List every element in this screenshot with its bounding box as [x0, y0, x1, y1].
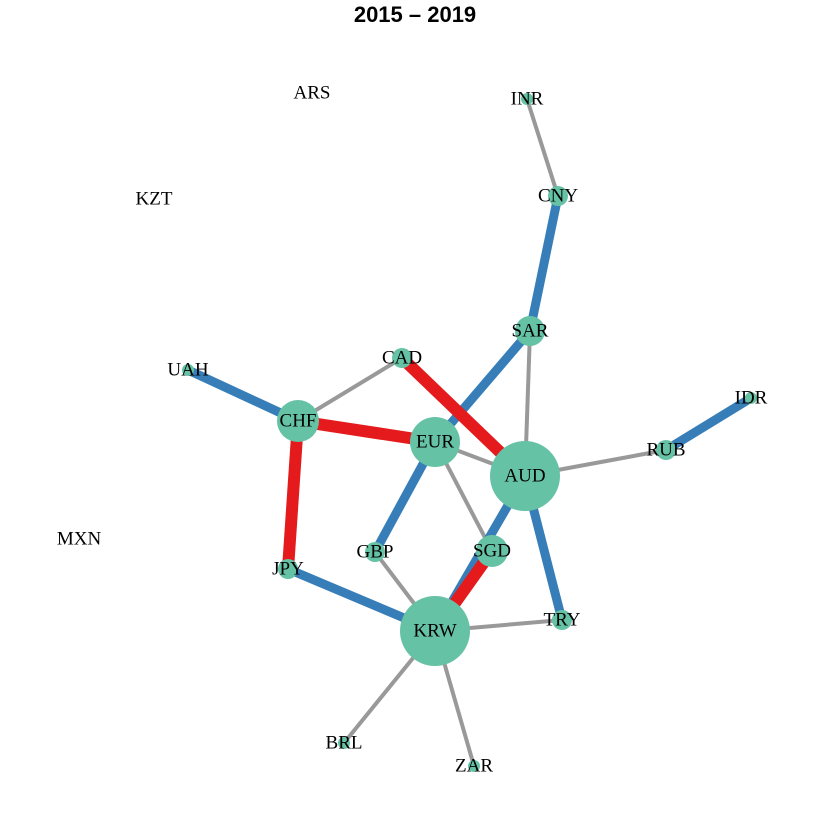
node-cad [392, 348, 412, 368]
node-label-idr: IDR [735, 388, 768, 409]
node-sar [515, 316, 545, 346]
node-uah [182, 364, 194, 376]
node-label-mxn: MXN [57, 529, 102, 550]
node-inr [521, 93, 533, 105]
node-label-chf: CHF [280, 411, 317, 432]
node-label-eur: EUR [416, 432, 454, 453]
node-sgd [476, 535, 508, 567]
node-label-ars: ARS [294, 83, 331, 104]
node-krw [400, 596, 470, 666]
node-label-gbp: GBP [357, 542, 394, 563]
node-chf [277, 400, 319, 442]
edge-rub-idr [663, 394, 754, 454]
labels-layer: INR CNY SAR CAD UAH CHF EUR AUD IDR RUB GBP SGD JPY T… [57, 83, 768, 777]
node-try [552, 610, 572, 630]
node-label-aud: AUD [504, 466, 545, 487]
node-label-uah: UAH [167, 360, 208, 381]
node-cny [548, 186, 568, 206]
edges-layer [186, 98, 754, 767]
node-eur [410, 417, 460, 467]
chart-title: 2015 – 2019 [353, 2, 477, 27]
node-label-sar: SAR [512, 321, 549, 342]
node-aud [490, 441, 560, 511]
node-label-rub: RUB [646, 440, 685, 461]
node-gbp [365, 542, 385, 562]
node-rub [656, 440, 676, 460]
node-label-zar: ZAR [455, 756, 493, 777]
node-zar [468, 760, 480, 772]
nodes-layer [182, 93, 757, 772]
node-label-brl: BRL [326, 733, 363, 754]
node-label-kzt: KZT [136, 189, 173, 210]
edge-cny-sar [525, 195, 563, 332]
node-label-cad: CAD [382, 348, 422, 369]
node-label-inr: INR [511, 89, 544, 110]
node-label-try: TRY [544, 610, 581, 631]
node-label-sgd: SGD [473, 541, 511, 562]
edge-chf-jpy [282, 420, 304, 570]
node-brl [338, 737, 350, 749]
node-label-jpy: JPY [272, 559, 304, 580]
node-label-cny: CNY [538, 186, 578, 207]
edge-inr-cny [525, 98, 560, 197]
node-jpy [278, 559, 298, 579]
node-idr [745, 392, 757, 404]
node-label-krw: KRW [413, 621, 456, 642]
